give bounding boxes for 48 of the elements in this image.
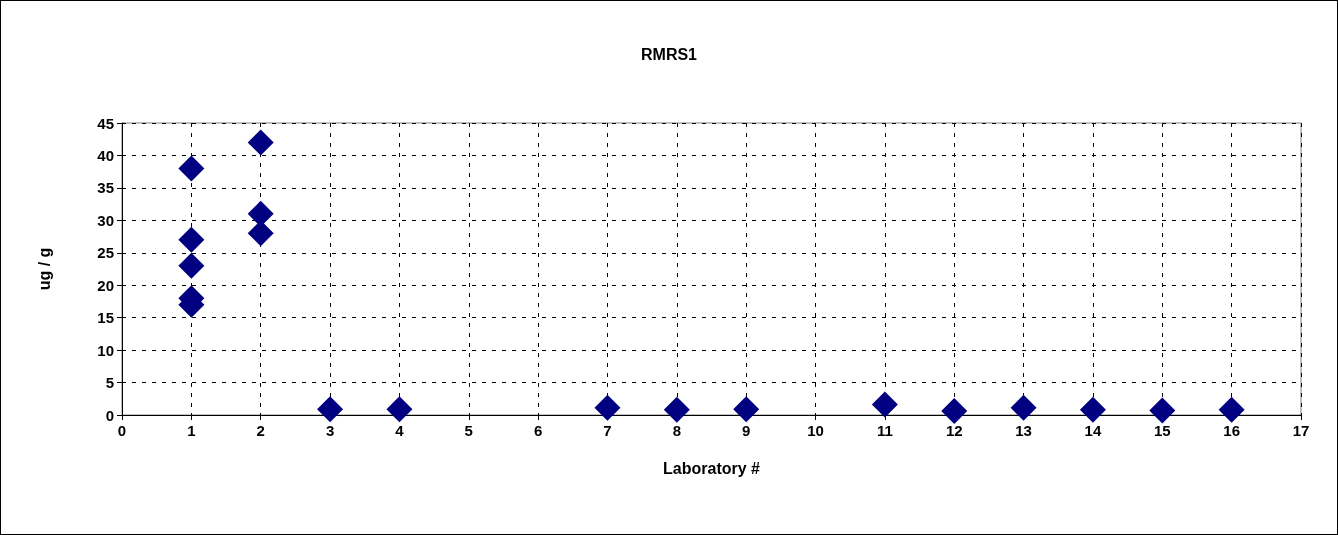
y-tick-label: 15: [97, 309, 114, 327]
point: [663, 396, 690, 423]
x-tick-label: 12: [945, 422, 963, 439]
x-tick-label: 2: [256, 422, 265, 439]
y-tick-label: 10: [97, 341, 114, 359]
y-tick-label: 45: [97, 114, 114, 132]
point: [317, 396, 344, 423]
chart-title: RMRS1: [640, 45, 698, 63]
y-tick-label: 0: [105, 406, 114, 424]
point: [1149, 397, 1176, 424]
point: [733, 396, 760, 423]
x-tick-label: 17: [1292, 422, 1310, 439]
y-tick-label: 30: [97, 211, 114, 229]
point: [178, 155, 205, 182]
x-tick-label: 0: [117, 422, 127, 439]
y-axis-title: ug / g: [35, 247, 53, 291]
point: [941, 398, 968, 425]
point: [1079, 396, 1106, 423]
point: [386, 396, 413, 423]
point: [594, 394, 621, 421]
x-tick-label: 16: [1223, 422, 1240, 439]
point: [247, 200, 274, 227]
point: [871, 391, 898, 418]
y-tick-label: 25: [97, 244, 114, 262]
x-tick-label: 8: [672, 422, 681, 439]
x-tick-label: 7: [603, 422, 612, 439]
x-tick-label: 1: [187, 422, 196, 439]
x-tick-label: 14: [1084, 422, 1102, 439]
point: [178, 226, 205, 253]
point: [1010, 394, 1037, 421]
y-tick-label: 40: [97, 146, 114, 164]
x-tick-label: 6: [533, 422, 543, 439]
x-tick-label: 9: [742, 422, 751, 439]
point: [247, 129, 274, 156]
y-tick-label: 35: [97, 179, 114, 197]
y-tick-label: 5: [105, 374, 114, 392]
x-axis-title: Laboratory #: [663, 459, 761, 477]
x-tick-label: 3: [325, 422, 335, 439]
x-tick-label: 4: [395, 422, 405, 439]
point: [1218, 396, 1245, 423]
x-tick-label: 13: [1015, 422, 1032, 439]
x-tick-label: 15: [1153, 422, 1171, 439]
y-tick-label: 20: [97, 276, 114, 294]
x-tick-label: 11: [876, 422, 893, 439]
x-tick-label: 10: [807, 422, 824, 439]
point: [247, 220, 274, 247]
point: [178, 252, 205, 279]
x-tick-label: 5: [464, 422, 473, 439]
